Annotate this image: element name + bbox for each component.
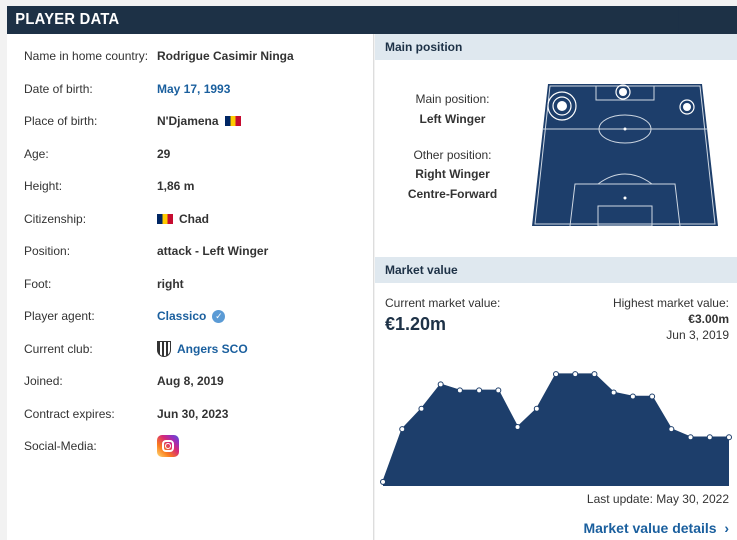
highest-mv-value: €3.00m xyxy=(688,312,729,326)
value-agent-wrap: Classico ✓ xyxy=(157,309,226,323)
other-position-label: Other position: xyxy=(413,148,492,162)
market-value-header: Market value xyxy=(375,257,737,283)
market-value-chart[interactable] xyxy=(375,354,737,494)
label-club: Current club: xyxy=(24,342,93,356)
centre-forward-marker xyxy=(615,84,631,100)
chart-point[interactable] xyxy=(591,371,598,378)
right-winger-marker xyxy=(679,99,695,115)
label-social: Social-Media: xyxy=(24,439,97,453)
main-position-label: Main position: xyxy=(415,92,490,106)
value-citizenship-wrap: Chad xyxy=(157,212,209,226)
chart-point[interactable] xyxy=(456,387,463,394)
value-position: attack - Left Winger xyxy=(157,244,269,258)
label-contract: Contract expires: xyxy=(24,407,115,421)
other-position-value-1: Right Winger xyxy=(415,167,490,181)
value-club-wrap: Angers SCO xyxy=(157,341,248,357)
chart-point[interactable] xyxy=(533,405,540,412)
chart-point[interactable] xyxy=(610,389,617,396)
label-name: Name in home country: xyxy=(24,49,149,63)
chart-point[interactable] xyxy=(687,434,694,441)
label-height: Height: xyxy=(24,179,63,193)
chart-point[interactable] xyxy=(629,393,636,400)
label-agent: Player agent: xyxy=(24,309,95,323)
main-position-header: Main position xyxy=(375,34,737,60)
label-joined: Joined: xyxy=(24,374,63,388)
chart-area xyxy=(383,374,729,486)
other-position-value-2: Centre-Forward xyxy=(407,187,498,201)
value-birthplace-wrap: N'Djamena xyxy=(157,114,241,128)
details-link-label[interactable]: Market value details xyxy=(583,520,717,536)
verified-check-icon: ✓ xyxy=(212,309,226,323)
chart-point[interactable] xyxy=(476,387,483,394)
chevron-right-icon: › xyxy=(720,520,729,536)
chart-point[interactable] xyxy=(553,371,559,378)
instagram-icon[interactable] xyxy=(157,435,179,457)
value-age: 29 xyxy=(157,147,171,161)
label-birthplace: Place of birth: xyxy=(24,114,98,128)
value-name: Rodrigue Casimir Ninga xyxy=(157,49,294,63)
value-height: 1,86 m xyxy=(157,179,195,193)
chart-point[interactable] xyxy=(418,405,425,412)
label-citizenship: Citizenship: xyxy=(24,212,87,226)
chart-point[interactable] xyxy=(649,393,656,400)
chart-points xyxy=(380,371,732,485)
label-position: Position: xyxy=(24,244,71,258)
last-update: Last update: May 30, 2022 xyxy=(586,492,729,506)
chad-flag-icon xyxy=(157,214,173,224)
chart-point[interactable] xyxy=(495,387,502,394)
chart-point[interactable] xyxy=(668,426,675,433)
current-mv-label: Current market value: xyxy=(385,296,501,310)
value-citizenship: Chad xyxy=(179,212,209,226)
main-position-value: Left Winger xyxy=(419,112,486,126)
pitch-field xyxy=(532,84,718,226)
value-social xyxy=(157,435,179,457)
highest-mv-date: Jun 3, 2019 xyxy=(666,328,729,342)
page-title: PLAYER DATA xyxy=(7,6,679,34)
pitch-diagram xyxy=(532,84,718,226)
agent-link[interactable]: Classico xyxy=(157,309,207,323)
current-mv-value: €1.20m xyxy=(385,314,447,334)
angers-crest-icon[interactable] xyxy=(157,341,171,357)
club-link[interactable]: Angers SCO xyxy=(177,342,248,356)
chart-point[interactable] xyxy=(399,426,406,433)
label-dob: Date of birth: xyxy=(24,82,93,96)
label-foot: Foot: xyxy=(24,277,52,291)
label-age: Age: xyxy=(24,147,49,161)
right-panel: Main position Main position: Left Winger… xyxy=(375,34,737,540)
chart-point[interactable] xyxy=(437,381,444,388)
value-joined: Aug 8, 2019 xyxy=(157,374,224,388)
value-contract: Jun 30, 2023 xyxy=(157,407,229,421)
chart-point[interactable] xyxy=(380,478,386,485)
chad-flag-icon xyxy=(224,116,241,126)
chart-point[interactable] xyxy=(726,434,732,441)
player-data-panel: Name in home country: Rodrigue Casimir N… xyxy=(7,34,374,540)
highest-mv-label: Highest market value: xyxy=(612,296,729,310)
left-winger-marker xyxy=(547,91,577,121)
chart-point[interactable] xyxy=(572,371,579,378)
value-birthplace: N'Djamena xyxy=(157,114,219,128)
market-value-details-link[interactable]: Market value details › xyxy=(583,520,729,536)
chart-point[interactable] xyxy=(706,434,713,441)
chart-point[interactable] xyxy=(514,424,521,431)
value-dob[interactable]: May 17, 1993 xyxy=(157,82,231,96)
value-foot: right xyxy=(157,277,184,291)
position-markers xyxy=(547,84,695,121)
